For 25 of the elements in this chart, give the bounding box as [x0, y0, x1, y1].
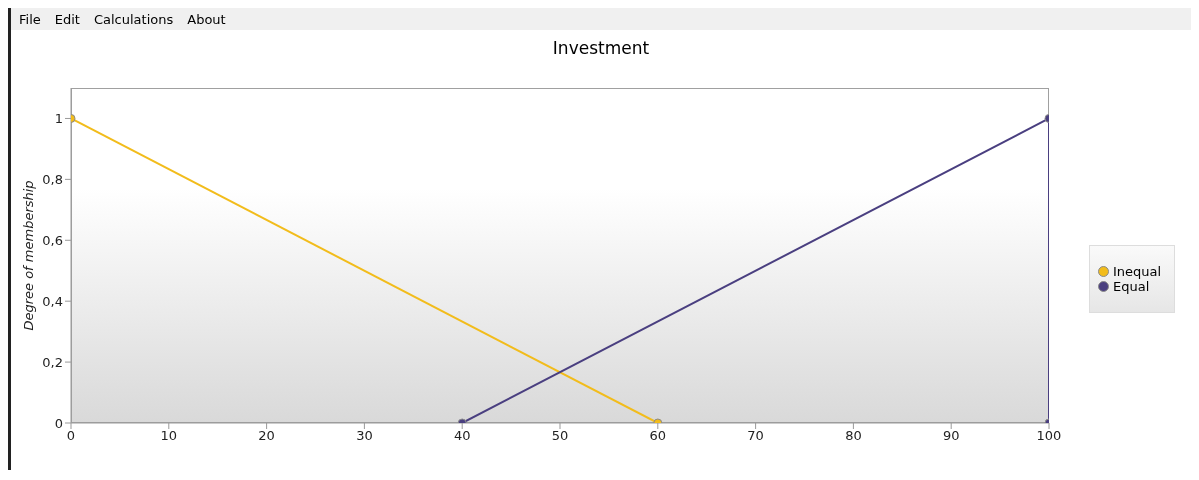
text: Calculations [93, 11, 174, 27]
x-tick-label: 70 [747, 428, 764, 444]
y-tick-label: 0 [54, 415, 63, 431]
y-tick-label: 0,6 [42, 232, 63, 248]
x-tick-label: 30 [356, 428, 373, 444]
legend-label: Equal [1113, 279, 1150, 294]
x-tick-label: 80 [845, 428, 862, 444]
text: File [19, 11, 41, 27]
x-tick-label: 10 [160, 428, 178, 444]
y-tick-label: 0,4 [42, 293, 63, 309]
y-tick-label: 0,8 [42, 171, 63, 187]
chart-title: Investment [551, 38, 651, 58]
y-tick-label: 0,2 [42, 354, 63, 370]
x-tick-label: 50 [551, 428, 569, 444]
x-tick-label: 20 [258, 428, 275, 444]
x-tick-label: 60 [649, 428, 667, 444]
legend-label: Inequal [1113, 264, 1162, 279]
text: About [187, 11, 226, 27]
x-tick-label: 0 [66, 428, 76, 444]
y-tick-label: 1 [54, 111, 63, 127]
x-tick-label: 90 [942, 428, 960, 444]
text: Edit [54, 11, 80, 27]
y-axis-title: Degree of membership [20, 180, 36, 331]
x-tick-label: 40 [453, 428, 471, 444]
x-tick-label: 100 [1036, 428, 1062, 444]
